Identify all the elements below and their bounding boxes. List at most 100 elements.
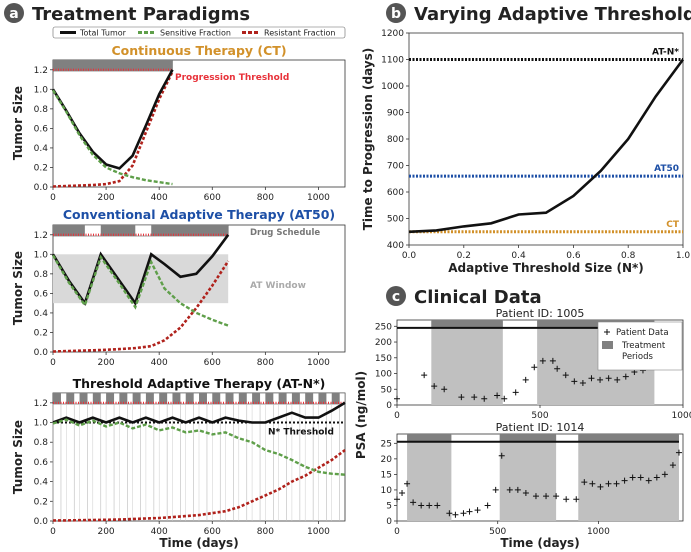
data-point: [573, 496, 580, 503]
y-tick-label: 0.2: [34, 328, 48, 338]
x-tick-label: 200: [97, 193, 114, 203]
x-axis-label: Time (days): [159, 536, 238, 550]
data-point: [589, 480, 596, 487]
data-point: [522, 376, 529, 383]
data-point: [675, 449, 682, 456]
treatment-period-cap: [499, 434, 557, 442]
drug-schedule-block: [291, 393, 300, 404]
y-tick-label: 5: [386, 501, 392, 511]
x-tick-label: 0: [50, 358, 56, 368]
n-threshold-label: N* Threshold: [268, 428, 334, 438]
treatment-period-cap: [407, 434, 452, 442]
y-tick-label: 200: [375, 338, 392, 348]
drug-schedule-block: [252, 393, 261, 404]
chart-title: Continuous Therapy (CT): [111, 43, 286, 58]
reference-line-label: AT50: [654, 164, 679, 174]
y-tick-label: 150: [375, 354, 392, 364]
y-tick-label: 600: [387, 188, 404, 198]
data-point: [622, 373, 629, 380]
chart-a-at50: 0 200 400 600 800 1000 0.0 0.2 0.4 0.6 0.8 1.0 1.2 AT…: [11, 207, 346, 368]
panel-b-header: b Varying Adaptive Threshold: [386, 3, 691, 25]
y-tick-label: 10: [381, 486, 393, 496]
x-tick-label: 500: [489, 527, 506, 537]
panel-c-badge: [386, 286, 406, 306]
y-tick-label: 0.8: [34, 438, 49, 448]
drug-schedule-block: [119, 393, 128, 404]
drug-schedule-label: Drug Schedule: [250, 228, 320, 238]
y-tick-label: 0.4: [34, 144, 49, 154]
data-point: [637, 474, 644, 481]
x-tick-label: 800: [257, 193, 274, 203]
treatment-period-cap: [578, 434, 679, 442]
series-sensitive-fraction: [51, 254, 229, 327]
x-tick-label: 1000: [307, 358, 330, 368]
x-tick-label: 600: [204, 193, 221, 203]
series-sensitive-fraction: [52, 418, 346, 476]
y-tick-label: 100: [375, 370, 392, 380]
data-point: [531, 364, 538, 371]
x-tick-label: 500: [531, 411, 548, 421]
data-point: [562, 372, 569, 379]
drug-schedule-block: [185, 393, 194, 404]
drug-schedule-block: [199, 393, 207, 404]
chart-a-atn: 0 200 400 600 800 1000 0.0 0.2 0.4 0.6 0.8 1.0 1.2 N*…: [11, 376, 346, 550]
data-point: [661, 471, 668, 478]
data-point: [597, 376, 604, 383]
data-point: [553, 493, 560, 500]
data-point: [474, 507, 481, 514]
data-point: [492, 486, 499, 493]
chart-b: 0.0 0.2 0.4 0.6 0.8 1.0 400 500 600 700 800 900 1000…: [361, 29, 690, 275]
x-tick-label: 0: [50, 527, 56, 537]
data-point: [522, 490, 529, 497]
x-tick-label: 1.0: [676, 251, 691, 261]
drug-schedule-block: [53, 225, 85, 236]
data-point: [434, 502, 441, 509]
y-tick-label: 0.0: [34, 183, 49, 193]
data-point: [484, 502, 491, 509]
drug-schedule-block: [172, 393, 181, 404]
x-tick-label: 0.2: [457, 251, 471, 261]
y-tick-label: 0.8: [34, 270, 49, 280]
drug-schedule-block: [305, 393, 314, 404]
series-resistant-fraction: [52, 260, 230, 353]
treatment-period-band: [499, 434, 557, 521]
drug-schedule-block: [92, 393, 101, 404]
drug-schedule-block: [106, 393, 115, 404]
y-tick-label: 0: [386, 401, 392, 411]
data-point: [446, 510, 453, 517]
data-point: [571, 378, 578, 385]
data-point: [645, 477, 652, 484]
data-point: [514, 486, 521, 493]
series-resistant-fraction: [52, 71, 174, 188]
data-point: [471, 394, 478, 401]
chart-title: Patient ID: 1005: [496, 307, 585, 320]
drug-schedule-block: [53, 60, 173, 71]
drug-schedule-block: [318, 393, 327, 404]
legend-label-treatment-periods: Treatment Periods: [621, 341, 666, 362]
x-tick-label: 600: [204, 358, 221, 368]
legend-label-patient-data: Patient Data: [616, 328, 669, 338]
data-point: [460, 510, 467, 517]
x-tick-label: 0.8: [621, 251, 636, 261]
drug-schedule-block: [225, 393, 234, 404]
chart-a-ct: 0 200 400 600 800 1000 0.0 0.2 0.4 0.6 0.8 1.0 1.2 Pr…: [11, 43, 346, 203]
y-axis-label: Tumor Size: [11, 251, 25, 325]
y-tick-label: 0.2: [34, 497, 48, 507]
x-axis-label: Time (days): [500, 536, 579, 550]
data-point: [539, 357, 546, 364]
series-time-to-progression: [408, 58, 685, 234]
drug-schedule-block: [238, 393, 247, 404]
drug-schedule-block: [53, 393, 61, 404]
data-point: [431, 383, 438, 390]
data-point: [581, 479, 588, 486]
drug-schedule-block: [331, 393, 340, 404]
legend-label-sensitive: Sensitive Fraction: [160, 29, 231, 38]
y-tick-label: 1200: [381, 29, 404, 39]
data-point: [498, 452, 505, 459]
drug-schedule-block: [151, 225, 229, 236]
x-tick-label: 600: [204, 527, 221, 537]
drug-schedule-block: [212, 393, 221, 404]
data-point: [605, 480, 612, 487]
drug-schedule-block: [100, 225, 136, 236]
